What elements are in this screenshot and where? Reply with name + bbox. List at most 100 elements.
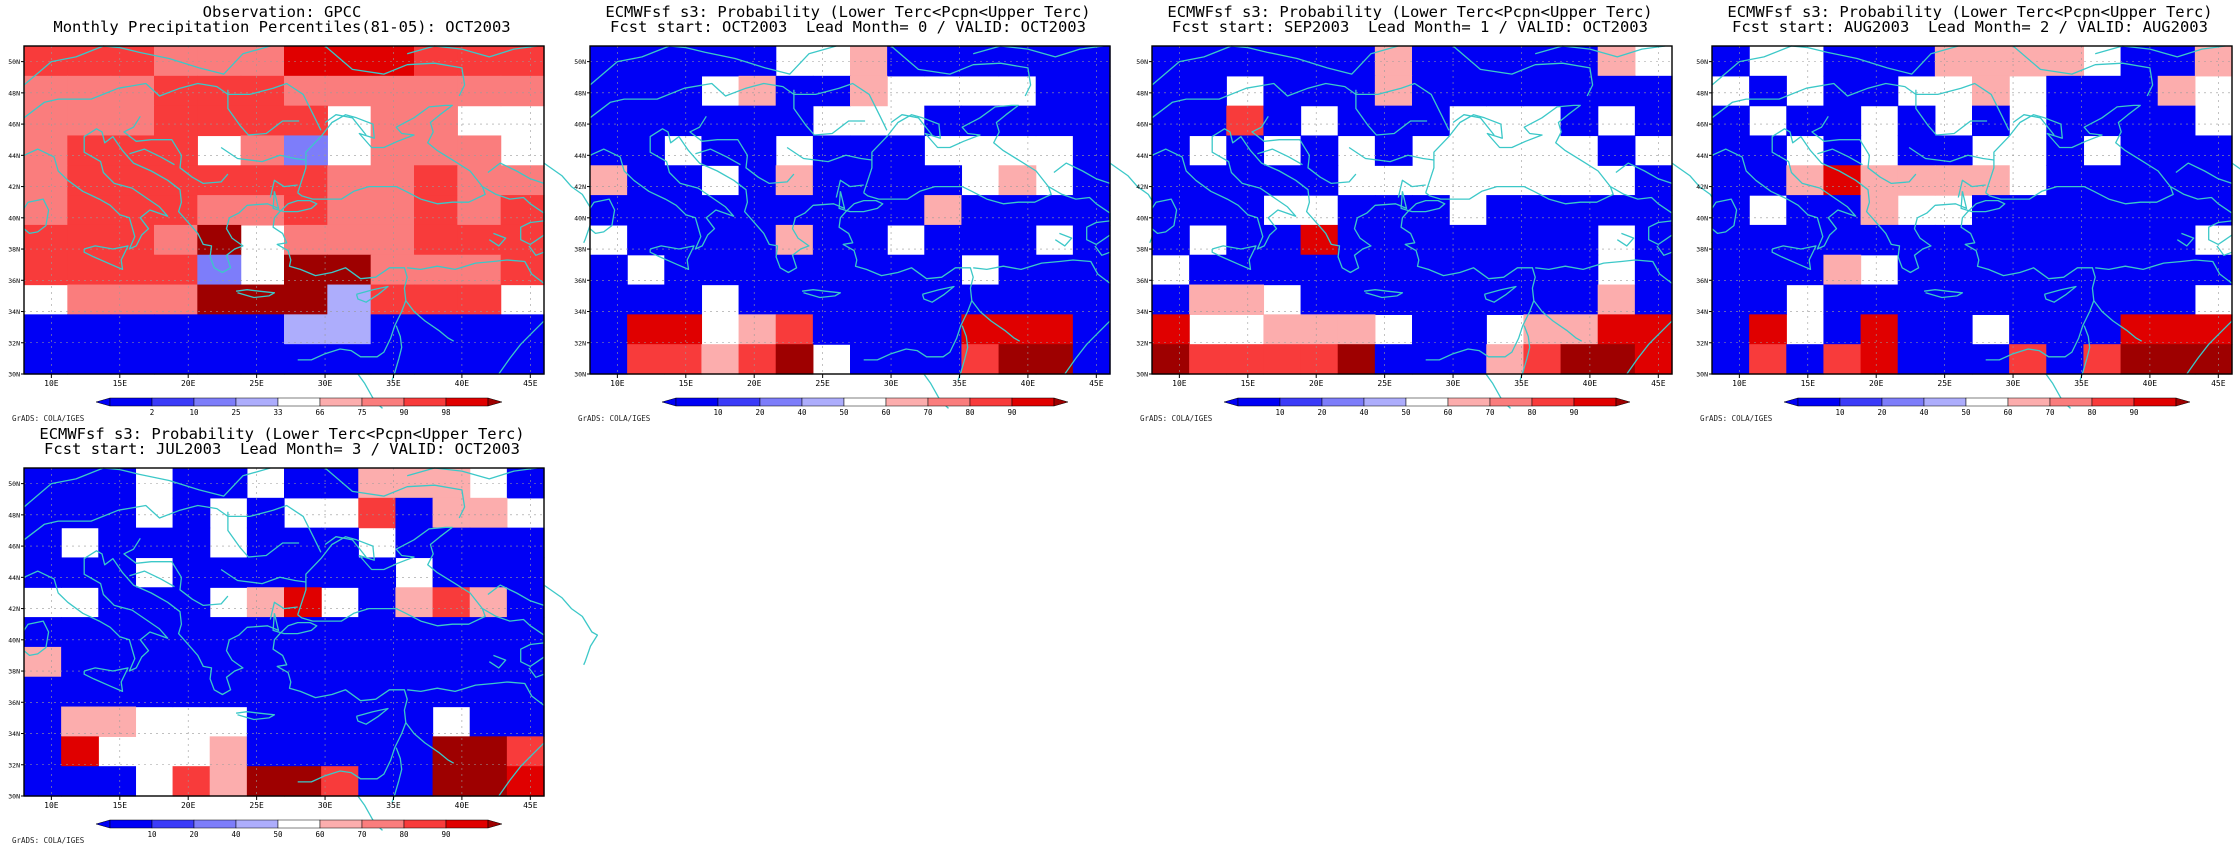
shaded-grid-cell bbox=[500, 254, 545, 286]
shaded-grid-cell bbox=[2083, 195, 2122, 226]
shaded-grid-cell bbox=[1934, 254, 1973, 286]
shaded-grid-cell bbox=[209, 557, 248, 588]
shaded-grid-cell bbox=[1300, 165, 1339, 196]
coastline bbox=[23, 45, 271, 86]
shaded-grid-cell bbox=[284, 165, 328, 196]
coastline bbox=[589, 45, 837, 86]
colorbar-label: 10 bbox=[147, 830, 157, 839]
shaded-grid-cell bbox=[172, 676, 211, 708]
shaded-grid-cell bbox=[1035, 46, 1074, 77]
grads-credit: GrADS: COLA/IGES bbox=[12, 414, 85, 423]
lat-tick-label: 44N bbox=[574, 152, 586, 160]
coastline bbox=[2043, 285, 2077, 303]
shaded-grid-cell bbox=[1823, 284, 1862, 315]
grads-credit: GrADS: COLA/IGES bbox=[578, 414, 651, 423]
lat-tick-label: 34N bbox=[1136, 308, 1148, 316]
map-frame bbox=[1151, 45, 1673, 375]
colorbar-label: 10 bbox=[1275, 408, 1285, 417]
lon-tick-label: 25E bbox=[249, 801, 264, 810]
lat-tick-label: 38N bbox=[8, 246, 20, 254]
shaded-grid-cell bbox=[110, 344, 155, 375]
shaded-grid-cell bbox=[812, 75, 851, 107]
shaded-grid-cell bbox=[135, 527, 174, 559]
lat-tick-label: 42N bbox=[8, 605, 20, 613]
panel-title-line-2: Fcst start: OCT2003 Lead Month= 0 / VALI… bbox=[610, 18, 1086, 36]
shaded-grid-cell bbox=[370, 195, 415, 226]
lat-tick-label: 32N bbox=[8, 339, 20, 347]
shaded-grid-cell bbox=[246, 676, 285, 708]
shaded-grid-cell bbox=[197, 344, 242, 375]
shaded-grid-cell bbox=[197, 254, 242, 286]
coastline bbox=[1452, 45, 1594, 97]
shaded-grid-cell bbox=[1337, 46, 1376, 77]
lat-tick-label: 44N bbox=[1136, 152, 1148, 160]
shaded-grid-cell bbox=[98, 766, 137, 797]
shaded-grid-cell bbox=[1035, 105, 1074, 137]
shaded-grid-cell bbox=[1597, 314, 1636, 345]
shaded-grid-cell bbox=[887, 165, 925, 196]
shaded-grid-cell bbox=[469, 676, 508, 708]
shaded-grid-cell bbox=[1300, 344, 1339, 375]
shaded-grid-cell bbox=[1860, 344, 1899, 375]
coastline bbox=[2231, 162, 2240, 170]
lat-tick-label: 30N bbox=[574, 371, 586, 379]
shaded-grid-cell bbox=[370, 46, 415, 77]
shaded-grid-cell bbox=[2157, 46, 2196, 77]
lat-tick-label: 38N bbox=[8, 668, 20, 676]
shaded-grid-cell bbox=[1412, 75, 1450, 107]
coastline bbox=[2095, 45, 2226, 58]
shaded-grid-cell bbox=[2157, 75, 2196, 107]
shaded-grid-cell bbox=[1263, 46, 1302, 77]
shaded-grid-cell bbox=[1749, 314, 1787, 345]
shaded-grid-cell bbox=[395, 587, 434, 618]
shaded-grid-cell bbox=[1860, 75, 1899, 107]
shaded-grid-cell bbox=[627, 284, 665, 315]
lat-tick-label: 40N bbox=[1696, 214, 1708, 222]
shaded-grid-cell bbox=[1560, 75, 1599, 107]
shaded-grid-cell bbox=[197, 46, 242, 77]
shaded-grid-cell bbox=[457, 224, 502, 256]
coastline bbox=[1211, 245, 1257, 271]
shaded-grid-cell bbox=[327, 284, 372, 315]
shaded-grid-cell bbox=[738, 75, 777, 107]
shaded-grid-cell bbox=[998, 195, 1037, 226]
shaded-grid-cell bbox=[1152, 75, 1190, 107]
coastline bbox=[407, 467, 538, 480]
shaded-grid-cell bbox=[1749, 165, 1787, 196]
shaded-grid-cell bbox=[1189, 254, 1227, 286]
shaded-grid-cell bbox=[1072, 224, 1111, 256]
shaded-grid-cell bbox=[370, 344, 415, 375]
colorbar-swatch bbox=[361, 397, 405, 407]
shaded-grid-cell bbox=[1412, 284, 1450, 315]
shaded-grid-cell bbox=[1263, 314, 1302, 345]
coastline bbox=[1452, 114, 1495, 136]
shaded-grid-cell bbox=[432, 557, 471, 588]
lat-tick-label: 44N bbox=[8, 152, 20, 160]
coastline bbox=[649, 245, 695, 271]
colorbar-swatch bbox=[843, 397, 887, 407]
coastline bbox=[324, 45, 466, 97]
lon-tick-label: 10E bbox=[1732, 379, 1747, 388]
shaded-grid-cell bbox=[197, 195, 242, 226]
shaded-grid-cell bbox=[370, 284, 415, 315]
lat-tick-label: 50N bbox=[574, 58, 586, 66]
colorbar-swatch bbox=[445, 819, 489, 829]
shaded-grid-cell bbox=[172, 617, 211, 648]
shaded-grid-cell bbox=[246, 766, 285, 797]
colorbar-swatch bbox=[403, 397, 447, 407]
shaded-grid-cell bbox=[738, 165, 777, 196]
shaded-grid-cell bbox=[1860, 165, 1899, 196]
shaded-grid-cell bbox=[701, 344, 740, 375]
shaded-grid-cell bbox=[24, 676, 62, 708]
shaded-grid-cell bbox=[2120, 344, 2159, 375]
shaded-grid-cell bbox=[246, 587, 285, 618]
shaded-grid-cell bbox=[1823, 344, 1862, 375]
coastline bbox=[236, 289, 276, 299]
shaded-grid-cell bbox=[1749, 224, 1787, 256]
shaded-grid-cell bbox=[358, 557, 397, 588]
coastline bbox=[272, 191, 408, 361]
coastline bbox=[1908, 146, 1994, 163]
shaded-grid-cell bbox=[850, 46, 888, 77]
coastline bbox=[1535, 45, 1666, 58]
lat-tick-label: 40N bbox=[8, 214, 20, 222]
